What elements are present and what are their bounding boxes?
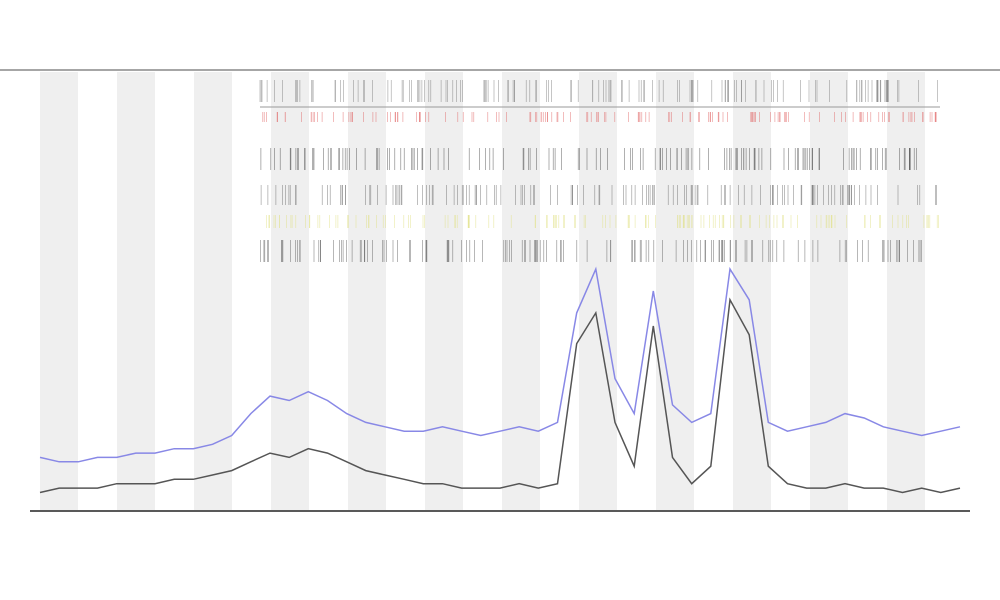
band — [887, 72, 925, 510]
band — [117, 72, 155, 510]
plot-area — [39, 266, 961, 494]
background-bands — [40, 72, 925, 510]
band — [502, 72, 540, 510]
band — [656, 72, 694, 510]
band — [348, 72, 386, 510]
band — [810, 72, 848, 510]
series-line — [39, 297, 961, 494]
band — [425, 72, 463, 510]
band — [579, 72, 617, 510]
event-rows — [259, 80, 940, 262]
band — [271, 72, 309, 510]
series-line — [39, 266, 961, 463]
band — [40, 72, 78, 510]
band — [194, 72, 232, 510]
